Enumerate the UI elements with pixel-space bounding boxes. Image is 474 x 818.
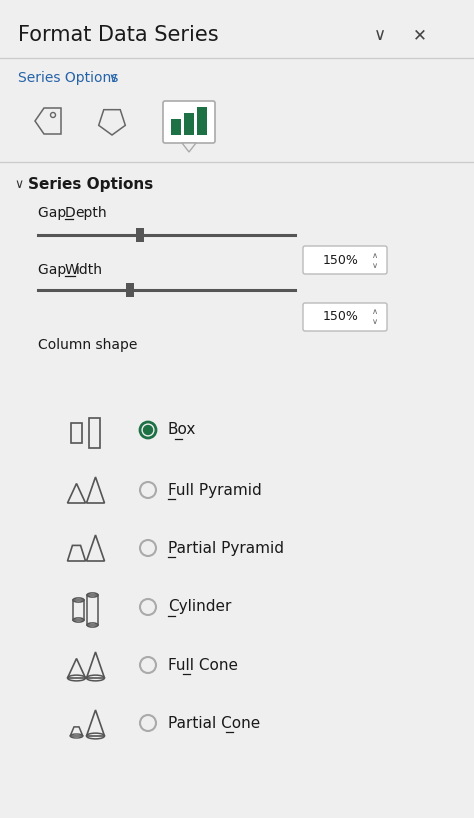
Bar <box>71 423 82 443</box>
Text: idth: idth <box>76 263 103 277</box>
Bar <box>184 113 194 135</box>
Text: W: W <box>65 263 79 277</box>
Text: Partial Pyramid: Partial Pyramid <box>168 541 284 555</box>
Text: Series Options: Series Options <box>28 177 153 191</box>
Text: ✕: ✕ <box>413 26 427 44</box>
Text: ∨: ∨ <box>372 260 378 269</box>
Text: D: D <box>65 206 76 220</box>
FancyBboxPatch shape <box>163 101 215 143</box>
Bar <box>87 595 98 625</box>
Text: ∨: ∨ <box>372 317 378 326</box>
Bar <box>89 418 100 448</box>
Bar <box>73 600 84 620</box>
Text: Column shape: Column shape <box>38 338 137 352</box>
Text: Gap: Gap <box>38 263 71 277</box>
Text: Series Options: Series Options <box>18 71 118 85</box>
Text: Full Pyramid: Full Pyramid <box>168 483 262 497</box>
Polygon shape <box>182 143 196 152</box>
Text: Cylinder: Cylinder <box>168 600 231 614</box>
Text: ∨: ∨ <box>108 71 117 84</box>
Bar <box>197 107 207 135</box>
Text: Partial Cone: Partial Cone <box>168 716 260 730</box>
Text: ∧: ∧ <box>372 308 378 317</box>
Circle shape <box>144 425 153 434</box>
Text: 150%: 150% <box>323 311 359 323</box>
Text: Full Cone: Full Cone <box>168 658 238 672</box>
Bar <box>126 283 134 297</box>
FancyBboxPatch shape <box>303 246 387 274</box>
Bar <box>171 119 181 135</box>
Text: Gap: Gap <box>38 206 71 220</box>
Text: 150%: 150% <box>323 254 359 267</box>
Text: Box: Box <box>168 423 196 438</box>
Text: ∧: ∧ <box>372 250 378 259</box>
Text: ∨: ∨ <box>14 178 23 191</box>
Text: ∨: ∨ <box>374 26 386 44</box>
FancyBboxPatch shape <box>303 303 387 331</box>
Text: epth: epth <box>75 206 107 220</box>
Bar <box>136 228 144 242</box>
Text: Format Data Series: Format Data Series <box>18 25 219 45</box>
